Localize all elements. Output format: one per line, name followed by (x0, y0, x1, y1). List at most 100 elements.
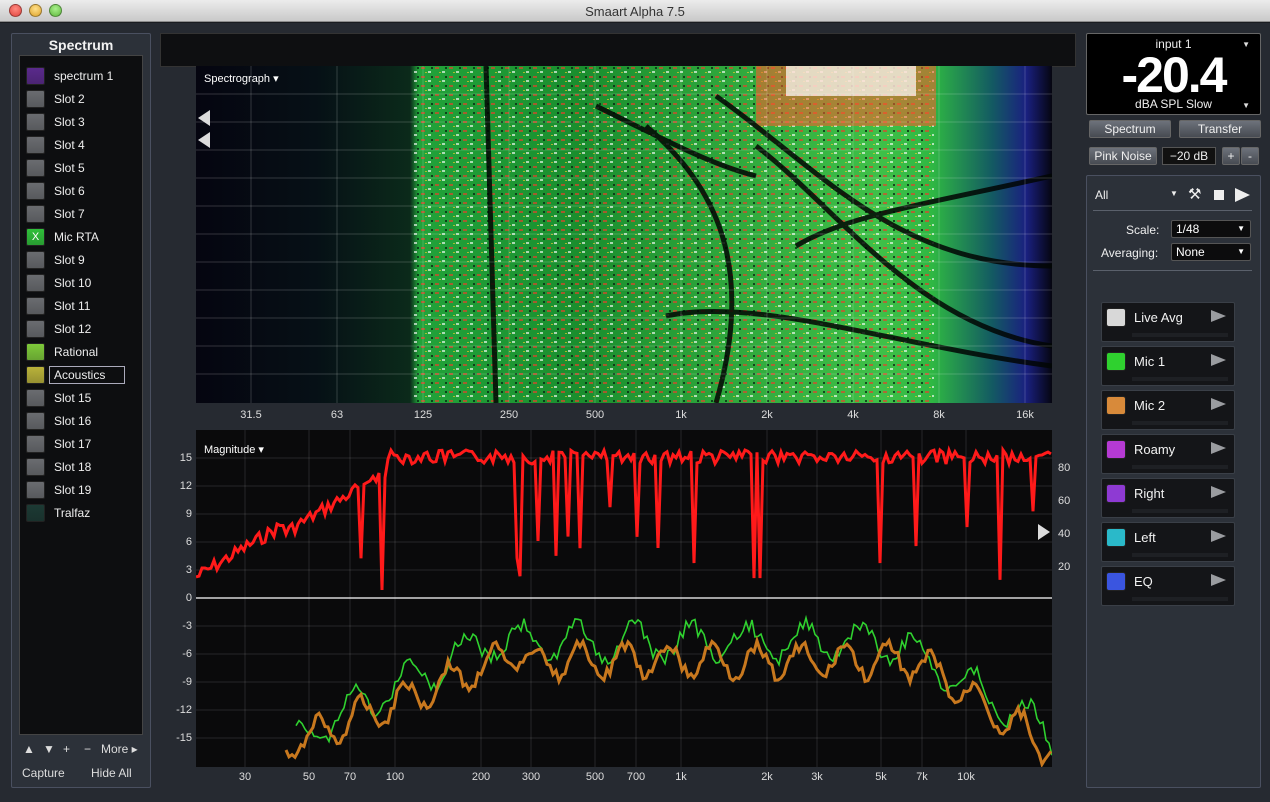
group-select[interactable]: All (1095, 188, 1109, 202)
spectrograph-menu[interactable]: Spectrograph ▾ (204, 73, 279, 85)
move-down-button[interactable]: ▼ (43, 742, 55, 756)
level-down-button[interactable]: - (1241, 147, 1259, 165)
transfer-mode-button[interactable]: Transfer (1179, 120, 1261, 138)
play-icon[interactable] (1211, 442, 1226, 454)
measurement-color-swatch[interactable] (1106, 396, 1126, 415)
slot-item[interactable]: Acoustics (26, 365, 138, 385)
measurement-color-swatch[interactable] (1106, 352, 1126, 371)
chevron-down-icon[interactable]: ▼ (1242, 40, 1250, 49)
slot-item[interactable]: X Mic RTA (26, 227, 138, 247)
spl-meter[interactable]: input 1 ▼ -20.4 dBA SPL Slow ▼ (1086, 33, 1261, 115)
generator-level-field[interactable]: −20 dB (1162, 147, 1216, 165)
measurement-color-swatch[interactable] (1106, 440, 1126, 459)
level-up-button[interactable]: + (1222, 147, 1240, 165)
slot-color-swatch[interactable] (26, 113, 45, 131)
measurement-color-swatch[interactable] (1106, 308, 1126, 327)
scale-select[interactable]: 1/48 ▼ (1171, 220, 1251, 238)
measurement-color-swatch[interactable] (1106, 572, 1126, 591)
slot-label: Mic RTA (54, 230, 99, 244)
zoom-window-button[interactable] (49, 4, 62, 17)
slot-color-swatch[interactable] (26, 504, 45, 522)
add-slot-button[interactable]: + (63, 742, 71, 756)
slot-item[interactable]: Slot 7 (26, 204, 138, 224)
slot-item[interactable]: Slot 16 (26, 411, 138, 431)
averaging-select[interactable]: None ▼ (1171, 243, 1251, 261)
slot-color-swatch[interactable] (26, 389, 45, 407)
magnitude-plot[interactable] (195, 430, 1053, 769)
slot-color-swatch[interactable] (26, 343, 45, 361)
play-icon[interactable] (1211, 354, 1226, 366)
slot-color-swatch[interactable] (26, 251, 45, 269)
slot-item[interactable]: Slot 3 (26, 112, 138, 132)
slot-item[interactable]: Slot 15 (26, 388, 138, 408)
chevron-down-icon[interactable]: ▼ (1170, 189, 1178, 198)
spectrograph-plot[interactable] (196, 66, 1052, 403)
slot-item[interactable]: Slot 10 (26, 273, 138, 293)
measurement-color-swatch[interactable] (1106, 484, 1126, 503)
slot-item[interactable]: Slot 19 (26, 480, 138, 500)
slot-color-swatch[interactable] (26, 320, 45, 338)
slot-item[interactable]: Slot 5 (26, 158, 138, 178)
measurement-item[interactable]: Live Avg (1101, 302, 1235, 342)
spectrum-mode-button[interactable]: Spectrum (1089, 120, 1171, 138)
slot-label: Slot 7 (54, 207, 85, 221)
magnitude-menu[interactable]: Magnitude ▾ (204, 444, 264, 456)
chevron-down-icon[interactable]: ▼ (1242, 101, 1250, 110)
slot-color-swatch[interactable] (26, 297, 45, 315)
slot-color-swatch[interactable] (26, 458, 45, 476)
slot-item[interactable]: spectrum 1 (26, 66, 138, 86)
slot-label: Slot 6 (54, 184, 85, 198)
measurement-item[interactable]: Left (1101, 522, 1235, 562)
slot-color-swatch[interactable] (26, 481, 45, 499)
slot-color-swatch[interactable] (26, 435, 45, 453)
level-bar (1132, 465, 1228, 469)
slot-color-swatch[interactable] (26, 274, 45, 292)
slot-item[interactable]: Rational (26, 342, 138, 362)
capture-button[interactable]: Capture (22, 766, 65, 780)
slot-color-swatch[interactable] (26, 412, 45, 430)
magnitude-secondary-y-tick: 80 (1058, 462, 1071, 474)
graph-toolbar-strip (160, 33, 1076, 67)
slot-color-swatch[interactable] (26, 205, 45, 223)
slot-color-swatch[interactable] (26, 67, 45, 85)
play-icon[interactable] (1211, 486, 1226, 498)
remove-slot-button[interactable]: − (84, 742, 92, 756)
measurement-color-swatch[interactable] (1106, 528, 1126, 547)
play-icon[interactable] (1211, 574, 1226, 586)
play-icon[interactable] (1211, 310, 1226, 322)
slot-color-swatch[interactable] (26, 366, 45, 384)
measurement-item[interactable]: EQ (1101, 566, 1235, 606)
slot-item[interactable]: Slot 2 (26, 89, 138, 109)
minimize-window-button[interactable] (29, 4, 42, 17)
close-window-button[interactable] (9, 4, 22, 17)
measurement-item[interactable]: Mic 1 (1101, 346, 1235, 386)
play-icon[interactable] (1211, 530, 1226, 542)
play-icon[interactable] (1235, 188, 1250, 202)
slot-controls: ▲ ▼ + − More ▸ (12, 740, 150, 760)
slot-item[interactable]: Tralfaz (26, 503, 138, 523)
play-icon[interactable] (1211, 398, 1226, 410)
more-menu[interactable]: More ▸ (101, 742, 138, 756)
measurement-item[interactable]: Right (1101, 478, 1235, 518)
slot-label: Slot 18 (54, 460, 92, 474)
slot-item[interactable]: Slot 12 (26, 319, 138, 339)
tools-icon[interactable]: ⚒ (1188, 186, 1202, 203)
slot-item[interactable]: Slot 6 (26, 181, 138, 201)
stop-icon[interactable] (1214, 190, 1224, 200)
pink-noise-button[interactable]: Pink Noise (1089, 147, 1157, 165)
move-up-button[interactable]: ▲ (23, 742, 35, 756)
measurement-item[interactable]: Roamy (1101, 434, 1235, 474)
slot-item[interactable]: Slot 17 (26, 434, 138, 454)
slot-item[interactable]: Slot 18 (26, 457, 138, 477)
slot-color-swatch[interactable] (26, 159, 45, 177)
slot-color-swatch[interactable] (26, 90, 45, 108)
slot-label: Rational (54, 345, 99, 359)
slot-color-swatch[interactable]: X (26, 228, 45, 246)
slot-color-swatch[interactable] (26, 182, 45, 200)
slot-color-swatch[interactable] (26, 136, 45, 154)
hide-all-button[interactable]: Hide All (91, 766, 132, 780)
slot-item[interactable]: Slot 11 (26, 296, 138, 316)
slot-item[interactable]: Slot 4 (26, 135, 138, 155)
measurement-item[interactable]: Mic 2 (1101, 390, 1235, 430)
slot-item[interactable]: Slot 9 (26, 250, 138, 270)
